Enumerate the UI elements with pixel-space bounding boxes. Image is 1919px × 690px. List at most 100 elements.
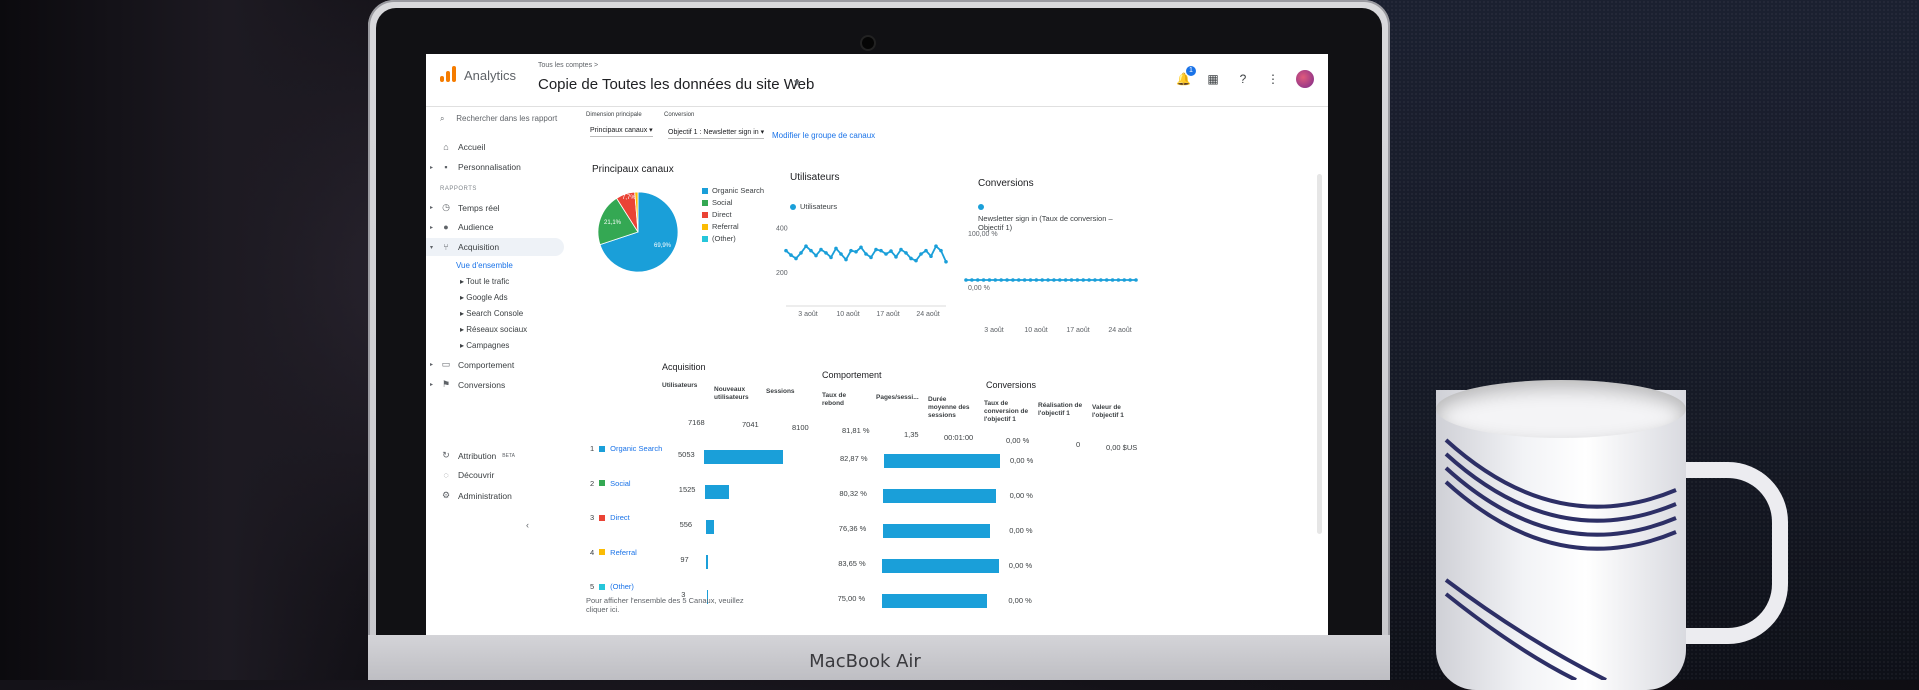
x-tick-label: 3 août	[984, 327, 1004, 334]
table-row-channel[interactable]: 5 (Other)	[590, 582, 634, 591]
col-realisation[interactable]: Réalisation de l'objectif 1	[1038, 402, 1083, 418]
caret-right-icon[interactable]: ▸	[430, 205, 434, 211]
caret-right-icon[interactable]: ▸	[430, 382, 434, 388]
avatar[interactable]	[1296, 70, 1314, 88]
conversions-point	[1122, 278, 1127, 282]
caret-right-icon[interactable]: ▸	[430, 165, 434, 171]
legend-swatch	[702, 211, 708, 218]
table-row-channel[interactable]: 3 Direct	[590, 513, 630, 522]
conversions-point	[1040, 278, 1045, 282]
caret-down-icon[interactable]: ▾	[794, 77, 800, 89]
row-users: 556	[679, 520, 693, 529]
table-row-channel[interactable]: 4 Referral	[590, 548, 637, 557]
users-point	[879, 248, 883, 253]
pie-legend-item: Direct	[702, 210, 732, 219]
clock-icon: ◷	[442, 202, 450, 212]
col-utilisateurs[interactable]: Utilisateurs	[662, 382, 698, 389]
conversions-point	[1057, 278, 1062, 282]
users-bar	[706, 555, 708, 569]
users-card-title: Utilisateurs	[790, 172, 840, 183]
background-shadow	[0, 0, 380, 680]
caret-right-icon[interactable]: ▸	[430, 362, 434, 368]
col-valeur[interactable]: Valeur de l'objectif 1	[1092, 404, 1124, 420]
more-vert-icon[interactable]: ⋮	[1267, 72, 1279, 86]
sidebar-item-acquisition[interactable]: ⑂ Acquisition	[440, 242, 499, 252]
total-pages-session: 1,35	[904, 430, 919, 439]
footer-note-link[interactable]: Pour afficher l'ensemble des 5 Canaux, v…	[586, 596, 744, 614]
row-channel-name: Referral	[610, 547, 637, 557]
users-point	[859, 245, 863, 250]
search-input[interactable]: Rechercher dans les rapport	[456, 114, 558, 123]
sidebar-item-reseaux-sociaux[interactable]: ▸ Réseaux sociaux	[460, 325, 528, 334]
row-channel-name: Direct	[610, 513, 630, 522]
table-row-channel[interactable]: 1 Organic Search	[590, 444, 662, 453]
sidebar-item-decouvrir[interactable]: ◌ Découvrir	[440, 470, 494, 480]
apps-grid-icon[interactable]: ▦	[1207, 72, 1219, 86]
col-pages-session[interactable]: Pages/sessi...	[876, 394, 919, 401]
caret-right-icon[interactable]: ▸	[430, 225, 434, 231]
x-tick-label: 24 août	[1108, 327, 1131, 334]
sidebar-item-label: Comportement	[458, 359, 515, 370]
conversions-table-title: Conversions	[986, 380, 1037, 390]
collapse-sidebar-icon[interactable]: ‹	[526, 520, 529, 530]
sidebar-item-comportement[interactable]: ▭ Comportement	[440, 359, 514, 370]
conversions-point	[1069, 278, 1074, 282]
row-index: 2	[590, 478, 595, 488]
sidebar-item-google-ads[interactable]: ▸ Google Ads	[460, 293, 508, 302]
sidebar-item-attribution[interactable]: ↻ Attribution BETA	[440, 450, 515, 461]
bounce-bar	[882, 524, 990, 538]
conversions-point	[1104, 278, 1109, 282]
coffee-mug	[1436, 390, 1686, 690]
total-valeur: 0,00 $US	[1106, 443, 1138, 452]
bell-icon[interactable]: 🔔 1	[1176, 66, 1196, 86]
sidebar-item-administration[interactable]: ⚙ Administration	[440, 490, 512, 501]
y-tick-label: 100,00 %	[968, 231, 998, 238]
search-row[interactable]: ⌕ Rechercher dans les rapport	[440, 114, 557, 124]
users-point	[824, 251, 828, 255]
users-point	[909, 256, 913, 261]
col-nouveaux-utilisateurs[interactable]: Nouveaux utilisateurs	[714, 386, 749, 402]
pie-slice	[597, 197, 639, 246]
users-point	[829, 255, 833, 260]
conversions-line-chart: 100,00 % 0,00 % 3 août 10 août 17 août 24 aoû…	[964, 231, 1138, 334]
sidebar-item-accueil[interactable]: ⌂ Accueil	[440, 142, 485, 152]
sidebar-item-audience[interactable]: ● Audience	[440, 222, 493, 232]
users-point	[894, 255, 898, 259]
modify-channel-group-link[interactable]: Modifier le groupe de canaux	[772, 131, 876, 140]
conversions-point	[1134, 278, 1138, 282]
behavior-table-title: Comportement	[822, 370, 882, 380]
y-tick-label: 0,00 %	[968, 285, 990, 292]
legend-label: Direct	[712, 210, 732, 219]
caret-down-icon[interactable]: ▾	[430, 245, 434, 251]
channels-card-title: Principaux canaux	[592, 164, 674, 175]
conversion-dropdown[interactable]: Objectif 1 : Newsletter sign in ▾	[668, 128, 765, 139]
primary-dimension-dropdown[interactable]: Principaux canaux ▾	[590, 126, 653, 137]
users-point	[924, 248, 928, 253]
sidebar-item-personnalisation[interactable]: ▪ Personnalisation	[440, 162, 520, 172]
conversions-point	[987, 278, 992, 282]
sidebar-item-search-console[interactable]: ▸ Search Console	[460, 309, 524, 318]
col-sessions[interactable]: Sessions	[766, 388, 795, 395]
legend-label: Social	[712, 198, 733, 207]
row-swatch	[599, 445, 606, 452]
total-sessions: 8100	[792, 423, 809, 432]
primary-dimension-label: Dimension principale	[586, 112, 642, 118]
col-taux-conversion[interactable]: Taux de conversion de l'objectif 1	[984, 400, 1029, 424]
col-duree-moyenne[interactable]: Durée moyenne des sessions	[928, 396, 970, 420]
sidebar-item-tout-le-trafic[interactable]: ▸ Tout le trafic	[460, 277, 510, 286]
conversions-point	[1075, 278, 1080, 282]
help-icon[interactable]: ?	[1239, 72, 1247, 86]
scrollbar[interactable]	[1317, 174, 1322, 534]
table-row-channel[interactable]: 2 Social	[590, 479, 631, 488]
conversions-point	[1081, 278, 1086, 282]
sidebar-item-vue-ensemble[interactable]: Vue d'ensemble	[456, 261, 513, 270]
sidebar-item-conversions[interactable]: ⚑ Conversions	[440, 379, 505, 390]
sidebar-item-campagnes[interactable]: ▸ Campagnes	[460, 341, 510, 350]
col-taux-rebond[interactable]: Taux de rebond	[822, 392, 847, 408]
conversions-point	[970, 278, 974, 282]
pie-label-social: 21,1%	[604, 220, 622, 226]
sidebar-item-temps-reel[interactable]: ◷ Temps réel	[440, 202, 500, 213]
breadcrumb[interactable]: Tous les comptes >	[538, 62, 599, 69]
view-selector[interactable]: Copie de Toutes les données du site Web	[538, 76, 815, 93]
app-name: Analytics	[464, 68, 517, 83]
